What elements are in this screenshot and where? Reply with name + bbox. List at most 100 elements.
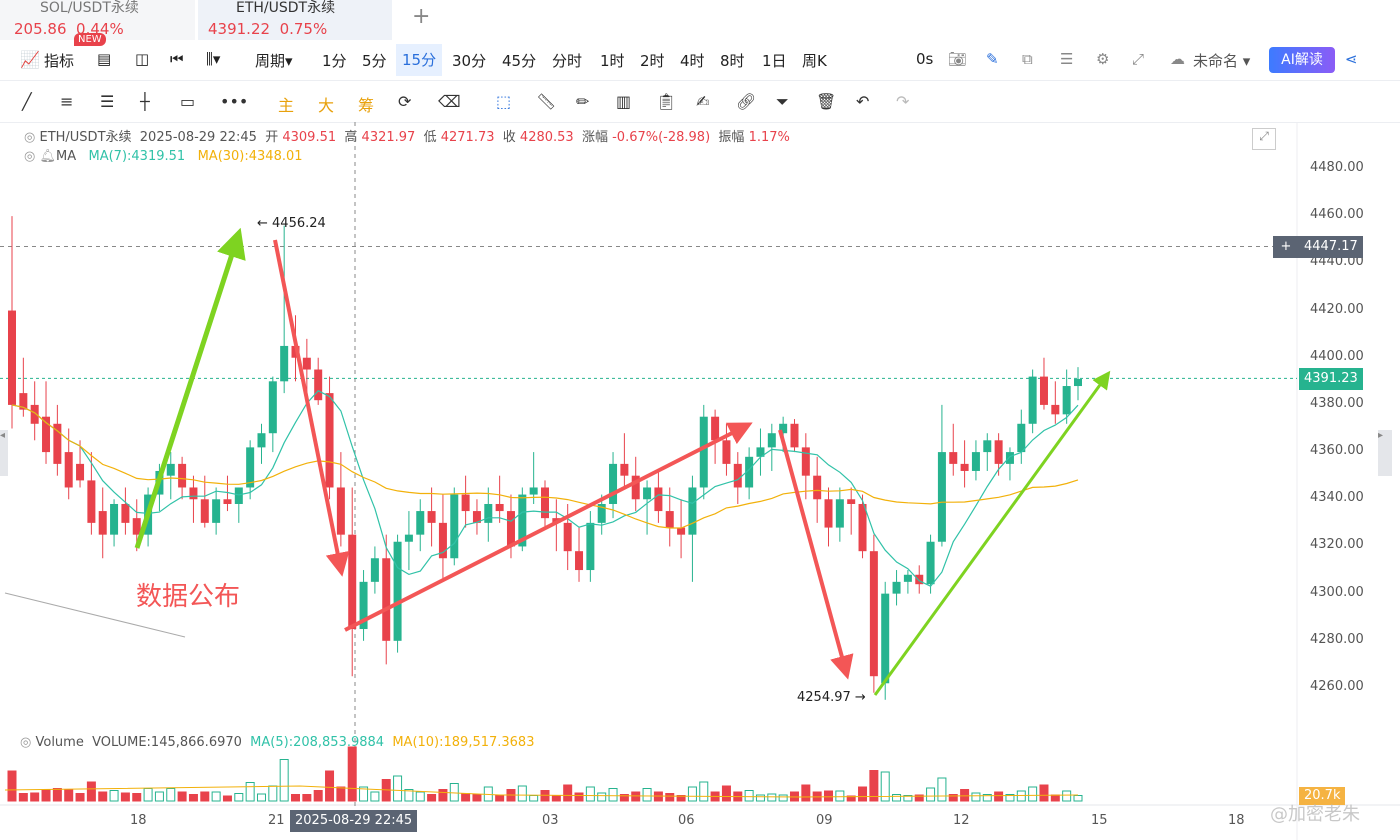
indicator-icon[interactable]: 📈 — [20, 50, 40, 69]
rect-tool-icon[interactable]: ▭ — [180, 92, 196, 111]
ai-analysis-button[interactable]: AI解读 — [1269, 47, 1335, 73]
last-price-tag: 4391.23 — [1299, 368, 1363, 390]
candle-body — [302, 357, 311, 370]
interval-timeline[interactable]: 分时 — [552, 52, 583, 70]
replay-icon[interactable]: ⏮ — [170, 50, 184, 68]
volume-bar — [495, 795, 505, 802]
interval-1m[interactable]: 1分 — [322, 52, 347, 70]
interval-4h[interactable]: 4时 — [680, 52, 705, 70]
calendar-icon[interactable]: ▤ — [97, 50, 112, 68]
interval-45m[interactable]: 45分 — [502, 52, 537, 70]
volume-bar — [370, 791, 380, 802]
note-tool-icon[interactable]: ✍ — [696, 92, 710, 111]
candle-type-icon[interactable]: ⫼▾ — [206, 50, 221, 68]
magic-tool-icon[interactable]: ⟳ — [398, 92, 412, 111]
drawing-toolbar — [0, 80, 1400, 123]
right-scroll-handle[interactable]: ▸ — [1378, 430, 1392, 476]
add-alert-icon[interactable]: + — [1273, 236, 1299, 258]
line-tool-icon[interactable]: ╱ — [22, 92, 32, 111]
clipboard-tool-icon[interactable]: 📋︎ — [656, 92, 677, 111]
interval-1d[interactable]: 1日 — [762, 52, 787, 70]
volume-bar — [880, 771, 890, 802]
undo-icon[interactable]: ↶ — [856, 92, 870, 111]
candle-body — [575, 551, 584, 571]
candle-body — [212, 499, 221, 523]
candle-body — [98, 511, 107, 535]
brush-tool-icon[interactable]: ✏ — [576, 92, 590, 111]
tab-eth[interactable]: ETH/USDT永续 4391.22 0.75% — [198, 0, 392, 40]
ruler-tool-icon[interactable]: 📏︎ — [536, 92, 557, 111]
camera-icon[interactable]: 📷︎ — [948, 50, 968, 68]
share-icon[interactable]: ⋖ — [1345, 50, 1358, 68]
candle-body — [121, 503, 130, 523]
candle-body — [42, 416, 51, 453]
watermark: @加密老朱 — [1270, 804, 1360, 825]
trend-arrow — [873, 370, 1111, 696]
hline-tool-icon[interactable]: ┼ — [140, 92, 150, 111]
volume-bar — [971, 792, 981, 802]
interval-30m[interactable]: 30分 — [452, 52, 487, 70]
interval-5m[interactable]: 5分 — [362, 52, 387, 70]
more-tools-icon[interactable]: ••• — [220, 92, 249, 111]
period-dropdown[interactable]: 周期▾ — [255, 52, 293, 70]
expand-icon[interactable]: ⤢ — [1132, 50, 1145, 68]
candle-body — [892, 581, 901, 594]
interval-8h[interactable]: 8时 — [720, 52, 745, 70]
volume-bar — [1016, 790, 1026, 802]
indicator-button[interactable]: 指标 — [44, 52, 75, 70]
volume-bar — [347, 746, 357, 802]
chip-tool[interactable]: 筹 — [358, 96, 375, 115]
volume-bar — [926, 787, 936, 802]
candle-body — [427, 511, 436, 523]
candle-body — [144, 494, 153, 535]
volume-bar — [903, 795, 913, 802]
maximize-chart-icon[interactable]: ⤢ — [1252, 128, 1276, 150]
volume-bar — [858, 786, 868, 802]
volume-bar — [517, 785, 527, 802]
volume-info: ◎ Volume VOLUME:145,866.6970 MA(5):208,8… — [20, 735, 535, 750]
interval-1w[interactable]: 周K — [802, 52, 827, 70]
main-tool[interactable]: 主 — [278, 96, 295, 115]
candle-body — [926, 541, 935, 585]
volume-bar — [381, 779, 391, 802]
interval-2h[interactable]: 2时 — [640, 52, 665, 70]
add-tab-icon[interactable]: + — [412, 4, 431, 29]
filter-tool-icon[interactable]: ⏷ — [776, 92, 789, 111]
candle-body — [665, 511, 674, 528]
annotation-text: 数据公布 — [136, 582, 241, 612]
eraser-tool-icon[interactable]: ⌫ — [438, 92, 461, 111]
volume-bar — [801, 784, 811, 802]
fib-tool-icon[interactable]: ☰ — [100, 92, 115, 111]
candle-body — [835, 499, 844, 528]
bookmark-tool-icon[interactable]: ⬚ — [496, 92, 512, 111]
candle-body — [654, 487, 663, 512]
list-icon[interactable]: ☰ — [1060, 50, 1074, 68]
pen-icon[interactable]: ✎ — [986, 50, 999, 68]
top-toolbar — [0, 40, 1400, 81]
candle-body — [790, 423, 799, 448]
link-tool-icon[interactable]: 🔗︎ — [736, 92, 757, 111]
trash-icon[interactable]: 🗑︎ — [816, 92, 837, 111]
low-marker: 4254.97 → — [797, 690, 866, 705]
candle-body — [291, 345, 300, 358]
channel-tool-icon[interactable]: ≡ — [60, 92, 74, 111]
candle-body — [915, 574, 924, 585]
tab-eth-price: 4391.22 0.75% — [208, 20, 328, 38]
big-tool[interactable]: 大 — [318, 96, 335, 115]
layout-icon[interactable]: ◫ — [135, 50, 150, 68]
redo-icon[interactable]: ↷ — [896, 92, 910, 111]
left-scroll-handle[interactable]: ◂ — [0, 430, 8, 476]
candle-body — [1039, 376, 1048, 405]
interval-15m[interactable]: 15分 — [396, 44, 443, 76]
settings-icon[interactable]: ⚙ — [1096, 50, 1110, 68]
candles-tool-icon[interactable]: ▥ — [616, 92, 632, 111]
layout-name-dropdown[interactable]: 未命名 ▾ — [1193, 52, 1251, 70]
ma30-line — [11, 404, 1079, 529]
candle-body — [1051, 404, 1060, 415]
cloud-icon[interactable]: ☁ — [1170, 50, 1185, 68]
interval-1h[interactable]: 1时 — [600, 52, 625, 70]
fullscreen-window-icon[interactable]: ⧉ — [1022, 50, 1033, 68]
volume-bar — [631, 791, 641, 802]
crosshair-time-tag: 2025-08-29 22:45 — [290, 810, 418, 832]
time-tick: 06 — [678, 813, 695, 828]
